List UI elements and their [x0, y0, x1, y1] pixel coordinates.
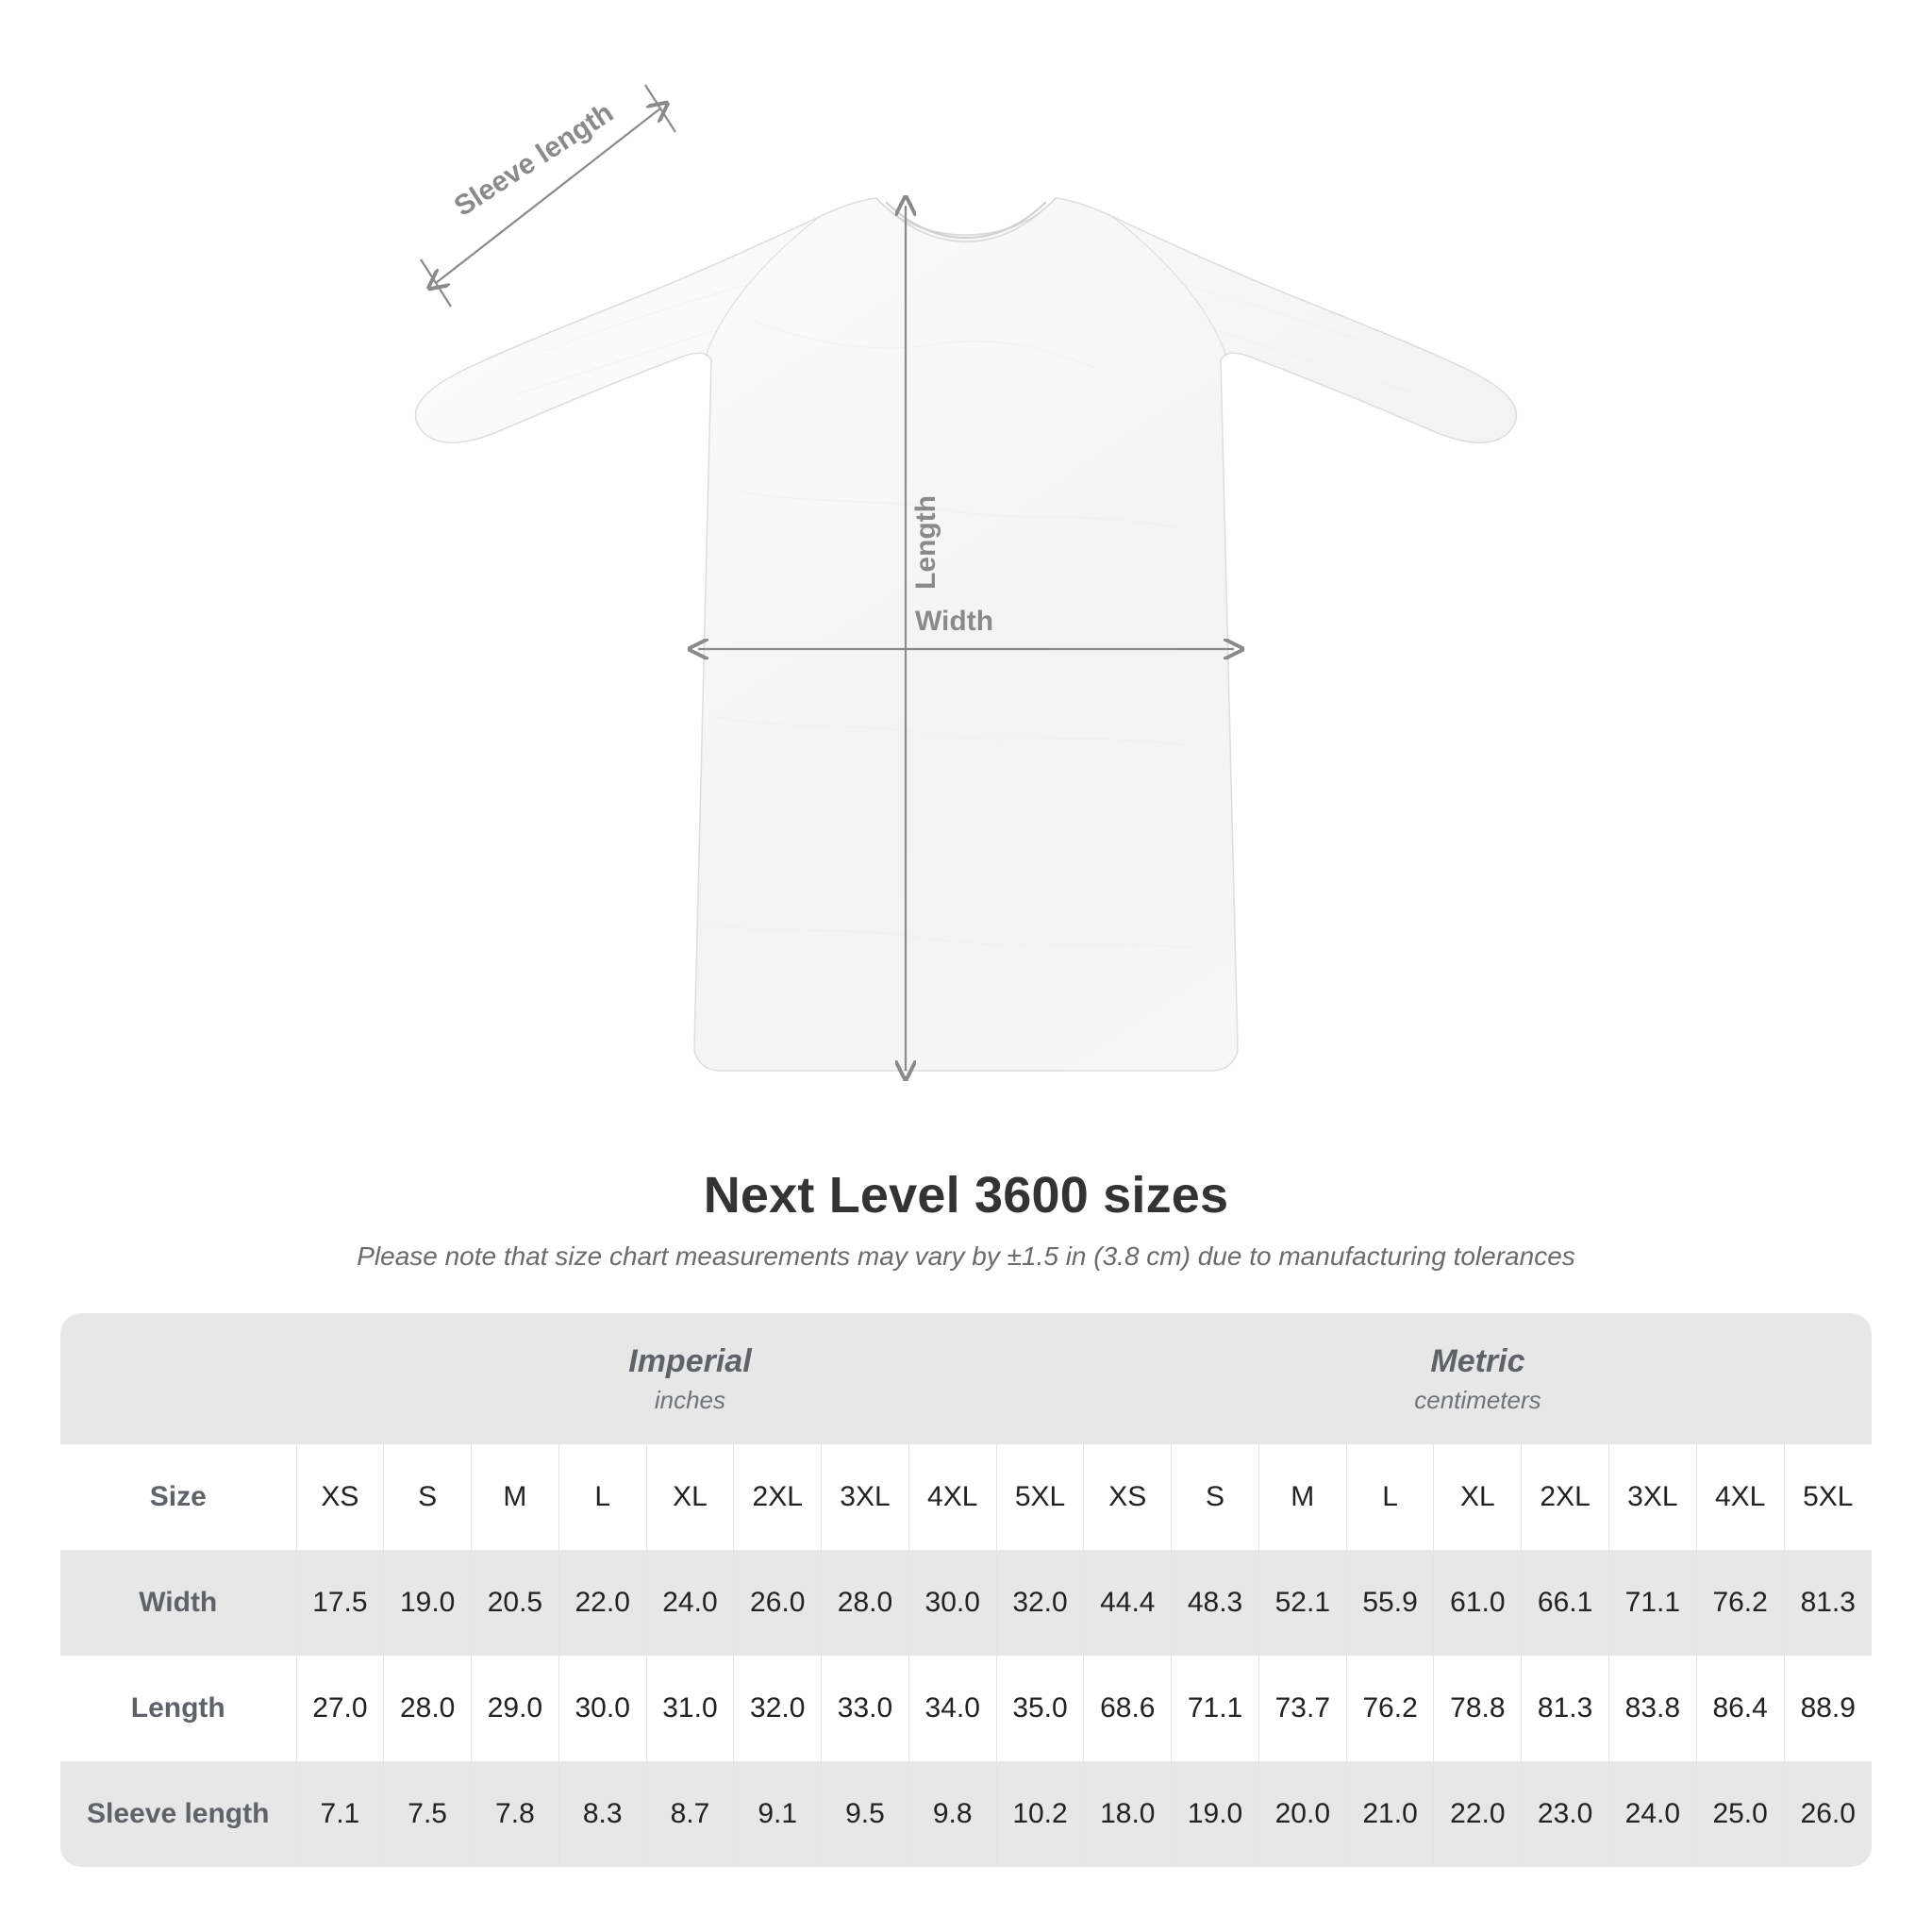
svg-text:Width: Width	[915, 606, 993, 637]
svg-text:Length: Length	[910, 495, 941, 590]
